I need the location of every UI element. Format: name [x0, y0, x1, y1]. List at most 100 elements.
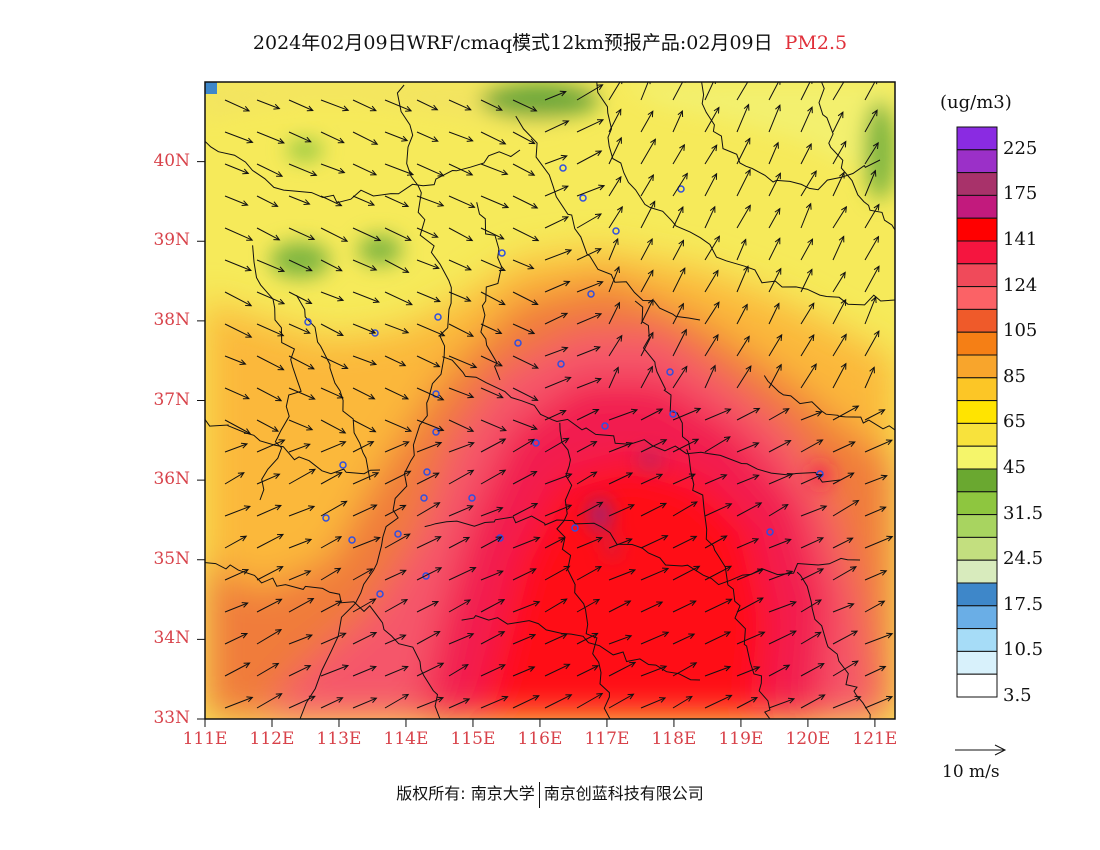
wind-vector — [704, 598, 732, 613]
wind-arrowhead — [498, 299, 506, 306]
wind-vector — [512, 291, 538, 305]
wind-vector — [576, 281, 603, 293]
wind-vector — [384, 99, 412, 112]
wind-vector — [320, 291, 344, 301]
wind-arrowhead — [758, 631, 766, 638]
wind-arrowhead — [367, 200, 376, 206]
wind-vector — [672, 82, 684, 101]
wind-arrowhead — [714, 235, 720, 243]
wind-vector — [640, 82, 649, 101]
boundary-line — [476, 202, 503, 381]
wind-vector — [288, 259, 313, 272]
wind-vector — [384, 569, 407, 581]
wind-vector — [608, 504, 635, 517]
wind-arrowhead — [885, 695, 894, 702]
wind-vector — [640, 332, 654, 357]
wind-arrowhead — [713, 106, 720, 114]
wind-vector — [256, 598, 282, 613]
wind-vector — [672, 600, 697, 613]
wind-vector — [448, 163, 473, 176]
wind-vector — [288, 538, 312, 549]
wind-vector — [288, 227, 315, 240]
wind-vector — [576, 84, 603, 101]
wind-arrowhead — [614, 265, 620, 274]
legend-label: 3.5 — [1003, 685, 1032, 706]
wind-arrowhead — [335, 265, 343, 272]
wind-vector — [864, 236, 879, 261]
wind-arrowhead — [808, 302, 815, 310]
city-marker — [587, 290, 595, 298]
wind-vector — [576, 248, 602, 261]
wind-vector — [640, 174, 654, 197]
wind-vector — [736, 697, 758, 709]
wind-arrowhead — [810, 363, 817, 371]
wind-arrowhead — [647, 237, 653, 246]
wind-arrowhead — [872, 141, 879, 149]
wind-arrowhead — [846, 537, 854, 544]
city-marker — [612, 227, 620, 235]
wind-arrowhead — [531, 502, 539, 509]
wind-arrowhead — [774, 82, 781, 85]
wind-vector — [736, 407, 760, 421]
boundary-line — [424, 515, 861, 586]
wind-vector — [224, 505, 251, 517]
wind-arrowhead — [786, 473, 794, 479]
wind-vector — [864, 600, 885, 613]
legend-unit: (ug/m3) — [940, 92, 1012, 113]
wind-arrowhead — [466, 331, 475, 337]
wind-vector — [480, 163, 508, 175]
wind-arrowhead — [305, 634, 313, 640]
wind-arrowhead — [616, 334, 623, 342]
wind-vector — [640, 567, 669, 581]
wind-vector — [448, 291, 471, 302]
wind-arrowhead — [469, 567, 477, 573]
wind-vector — [384, 533, 411, 549]
wind-vector — [544, 410, 566, 421]
wind-arrowhead — [559, 90, 567, 97]
wind-arrowhead — [678, 239, 685, 247]
wind-arrowhead — [839, 171, 845, 179]
wind-arrowhead — [681, 328, 687, 336]
wind-arrowhead — [817, 568, 825, 575]
wind-arrowhead — [852, 405, 860, 412]
wind-vector — [224, 662, 250, 677]
wind-arrowhead — [647, 298, 654, 306]
wind-vector — [608, 206, 623, 229]
wind-arrowhead — [306, 424, 314, 431]
wind-vector — [672, 329, 687, 357]
lon-label: 115E — [450, 729, 496, 749]
wind-vector — [544, 216, 569, 229]
city-markers — [304, 164, 824, 598]
wind-vector — [608, 409, 638, 421]
wind-vector — [320, 323, 344, 336]
wind-arrowhead — [433, 361, 441, 368]
wind-arrowhead — [437, 200, 445, 207]
wind-vector — [320, 163, 345, 174]
legend-swatch — [956, 354, 998, 379]
wind-vector — [736, 138, 751, 165]
city-marker — [571, 524, 579, 532]
wind-arrowhead — [775, 267, 782, 275]
wind-vector — [832, 206, 847, 229]
wind-vector — [768, 698, 795, 709]
legend-swatch — [956, 582, 998, 607]
wind-vector — [736, 205, 751, 229]
wind-arrowhead — [724, 631, 732, 638]
wind-arrowhead — [432, 472, 440, 479]
wind-arrowhead — [369, 359, 378, 366]
wind-arrowhead — [724, 665, 732, 672]
wind-vector — [672, 565, 700, 581]
lat-label: 37N — [153, 389, 190, 410]
wind-arrowhead — [628, 569, 637, 575]
wind-arrowhead — [531, 299, 539, 306]
wind-arrowhead — [840, 333, 847, 341]
wind-arrowhead — [814, 631, 822, 638]
wind-vector — [480, 99, 503, 111]
wind-vector — [224, 291, 252, 307]
wind-arrowhead — [530, 424, 538, 431]
wind-arrowhead — [341, 363, 349, 369]
wind-arrowhead — [437, 394, 445, 401]
wind-vector — [736, 266, 749, 293]
wind-vector — [768, 440, 791, 453]
wind-arrowhead — [341, 236, 349, 242]
